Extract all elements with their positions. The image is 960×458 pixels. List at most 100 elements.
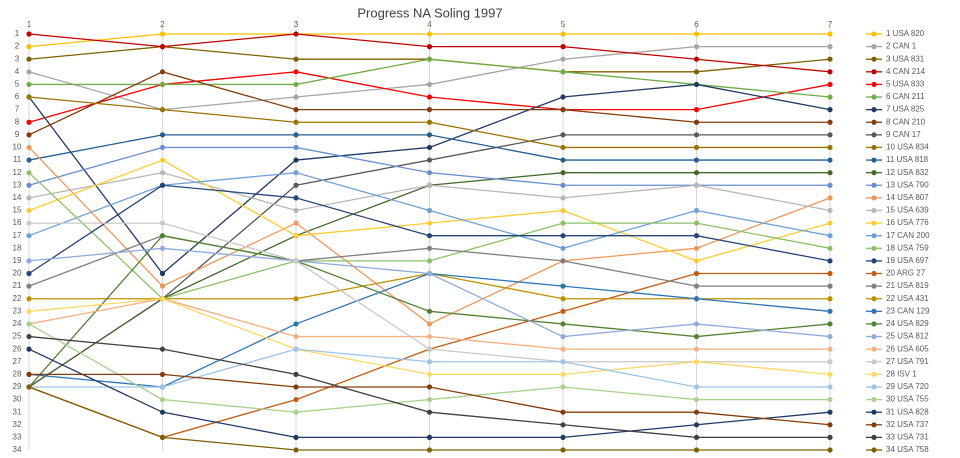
y-tick-label: 2 [15,42,20,51]
point [426,258,433,264]
legend-label: 7 USA 825 [886,105,925,114]
point [827,81,833,88]
y-tick-label: 19 [13,256,22,265]
legend-marker [871,220,877,226]
legend-label: 33 USA 731 [886,433,929,442]
legend-label: 8 CAN 210 [886,117,926,126]
point [26,220,32,226]
point [426,321,433,327]
point [26,144,32,151]
point [26,321,32,327]
legend-label: 20 ARG 27 [886,269,926,278]
point [426,359,433,365]
legend-label: 5 USA 833 [886,80,925,89]
point [26,182,32,188]
point [26,308,32,314]
point [827,447,833,453]
point [693,69,700,75]
point [693,157,700,163]
point [426,56,433,62]
point [26,270,32,277]
point [293,220,299,226]
y-tick-label: 9 [15,130,20,139]
point [26,94,32,100]
point [827,170,833,176]
x-tick-label: 3 [294,20,299,29]
point [693,409,700,415]
point [293,296,299,302]
legend-marker [871,170,877,176]
legend-label: 3 USA 831 [886,54,925,63]
legend-label: 14 USA 807 [886,193,929,202]
point [827,233,833,239]
point [426,107,433,113]
point [827,31,833,37]
point [159,44,166,50]
point [26,283,32,289]
legend-marker [871,384,877,390]
point [827,321,833,327]
point [560,220,566,226]
legend-marker [871,233,877,239]
point [827,396,833,403]
point [560,346,566,352]
point [693,422,700,428]
point [293,207,299,214]
legend-label: 31 USA 828 [886,407,929,416]
point [293,447,299,453]
legend-label: 21 USA 819 [886,281,929,290]
point [26,81,32,88]
point [693,220,700,226]
point [693,258,700,264]
point [426,396,433,403]
y-tick-label: 25 [13,332,22,341]
legend-label: 26 USA 605 [886,344,929,353]
point [293,107,299,113]
legend-marker [871,396,877,403]
y-tick-label: 10 [13,143,22,152]
legend-label: 19 USA 697 [886,256,929,265]
point [426,94,433,100]
point [293,31,299,37]
point [560,195,566,201]
point [693,31,700,37]
point [159,270,166,277]
point [426,31,433,37]
point [693,434,700,440]
point [26,44,32,50]
y-tick-label: 29 [13,382,22,391]
point [827,144,833,151]
point [426,119,433,125]
point [693,359,700,365]
point [426,346,433,352]
point [560,371,566,377]
point [159,157,166,163]
y-tick-label: 27 [13,357,22,366]
legend-marker [871,359,877,365]
point [159,107,166,113]
legend-marker [871,195,877,201]
point [560,144,566,151]
point [693,132,700,138]
point [560,94,566,100]
point [827,296,833,302]
legend-label: 18 USA 759 [886,243,929,252]
y-tick-label: 34 [13,445,22,454]
y-tick-label: 14 [13,193,22,202]
legend-marker [871,81,877,88]
point [560,258,566,264]
point [560,283,566,289]
y-tick-label: 30 [13,395,22,404]
point [293,321,299,327]
legend-marker [871,144,877,151]
point [159,81,166,88]
x-tick-label: 6 [694,20,699,29]
legend-marker [871,107,877,113]
x-tick-label: 5 [561,20,566,29]
point [159,144,166,151]
point [26,384,32,390]
y-tick-label: 28 [13,369,22,378]
point [293,94,299,100]
legend-label: 29 USA 720 [886,382,929,391]
point [560,31,566,37]
